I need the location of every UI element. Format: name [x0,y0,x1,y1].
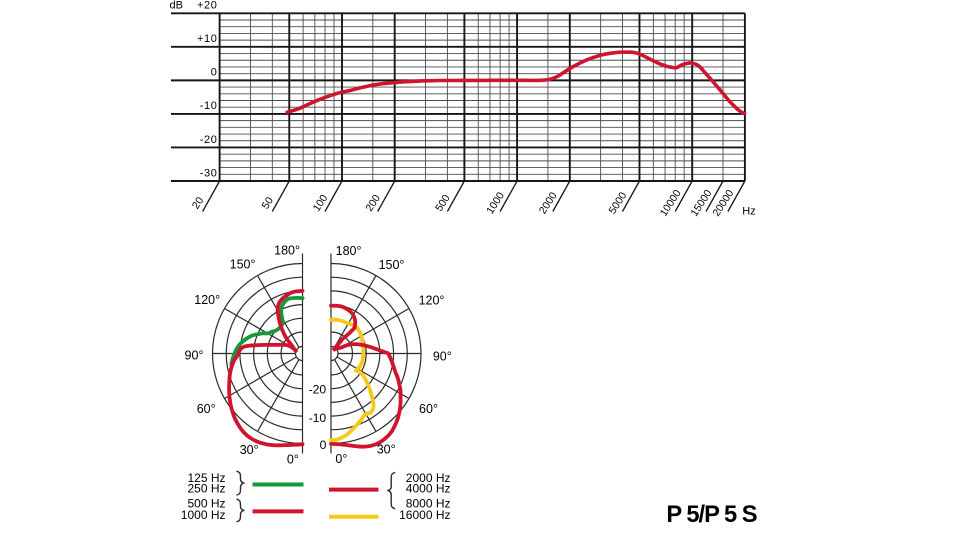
svg-text:-10: -10 [200,100,218,112]
svg-text:150°: 150° [230,258,256,272]
svg-text:250 Hz: 250 Hz [187,481,225,495]
svg-text:125 Hz: 125 Hz [187,471,225,485]
svg-text:16000 Hz: 16000 Hz [399,508,450,522]
svg-text:0°: 0° [287,452,299,466]
svg-text:+20: +20 [197,0,217,12]
svg-text:4000 Hz: 4000 Hz [406,481,451,495]
svg-text:120°: 120° [419,294,445,308]
svg-text:150°: 150° [379,258,405,272]
svg-text:+10: +10 [197,33,217,45]
svg-text:60°: 60° [197,402,216,416]
svg-text:1000 Hz: 1000 Hz [181,508,226,522]
svg-text:P 5/P 5 S: P 5/P 5 S [666,502,756,528]
svg-text:-20: -20 [309,382,327,396]
svg-text:20: 20 [190,195,207,211]
svg-text:180°: 180° [274,243,300,257]
svg-text:-20: -20 [200,134,218,146]
svg-text:2000 Hz: 2000 Hz [406,471,451,485]
svg-text:dB: dB [170,0,183,11]
svg-text:60°: 60° [419,402,438,416]
svg-text:-10: -10 [309,411,327,425]
svg-text:50: 50 [260,195,277,211]
svg-text:500 Hz: 500 Hz [187,497,225,511]
svg-text:-30: -30 [200,167,218,179]
svg-text:8000 Hz: 8000 Hz [406,497,451,511]
svg-text:90°: 90° [433,349,452,363]
svg-text:0°: 0° [335,452,347,466]
svg-text:0: 0 [320,438,327,452]
svg-text:0: 0 [211,67,218,79]
svg-text:120°: 120° [194,293,220,307]
svg-text:90°: 90° [185,349,204,363]
svg-text:30°: 30° [377,442,396,456]
svg-text:30°: 30° [240,443,259,457]
svg-text:180°: 180° [336,244,362,258]
svg-text:Hz: Hz [742,206,755,218]
